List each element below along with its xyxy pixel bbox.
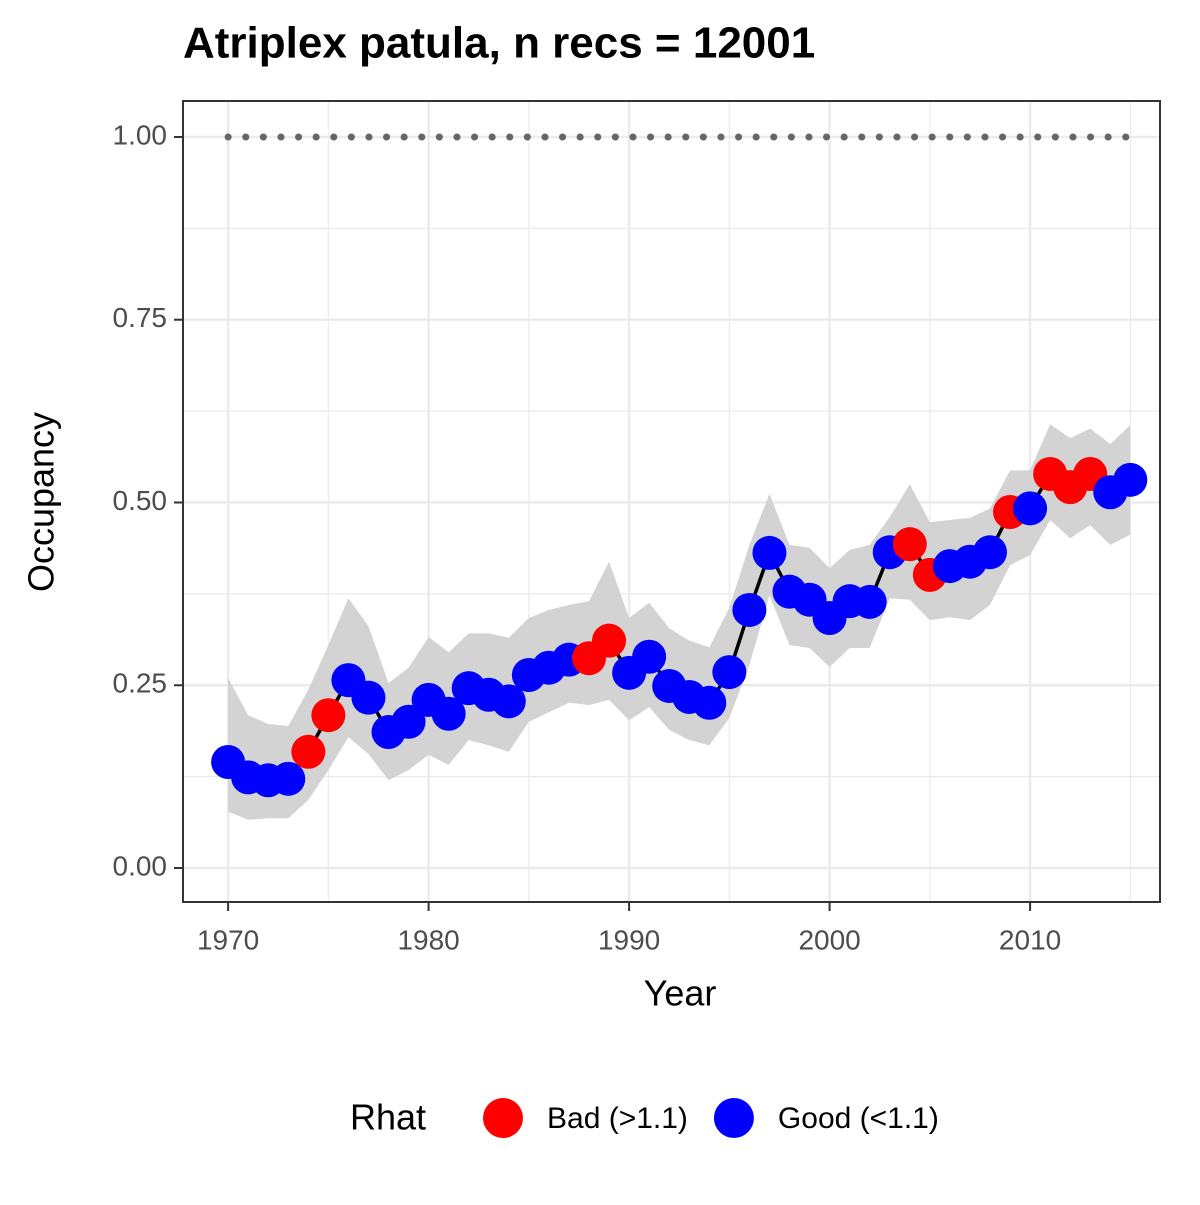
y-tick-label: 0.25 [113,668,168,699]
y-axis-title: Occupancy [21,412,62,592]
point [271,761,306,796]
point [632,639,667,674]
point [732,592,767,627]
point [752,535,787,570]
legend-label: Bad (>1.1) [547,1102,688,1135]
point [491,684,526,719]
x-axis-title: Year [644,973,717,1014]
panel-border [182,100,1161,903]
point [311,698,346,733]
point [892,527,927,562]
x-tick-label: 2010 [999,924,1061,955]
x-tick-label: 2000 [798,924,860,955]
legend-marker [483,1098,523,1138]
y-tick-label: 0.50 [113,485,168,516]
point [692,685,727,720]
point [291,734,326,769]
y-tick-label: 0.75 [113,302,168,333]
legend-marker [713,1098,754,1138]
point [431,696,466,731]
point [852,584,887,619]
point [1113,462,1148,497]
x-tick-label: 1990 [598,924,660,955]
y-tick-label: 1.00 [113,119,168,150]
point [972,535,1007,570]
point [592,623,627,658]
legend-title: Rhat [350,1097,426,1138]
point [712,655,747,690]
x-tick-label: 1970 [197,924,259,955]
point [351,680,386,715]
point [391,704,426,739]
x-tick-label: 1980 [397,924,459,955]
point [1013,491,1048,526]
chart-title: Atriplex patula, n recs = 12001 [183,19,815,68]
y-tick-label: 0.00 [113,850,168,881]
legend-label: Good (<1.1) [778,1102,939,1135]
